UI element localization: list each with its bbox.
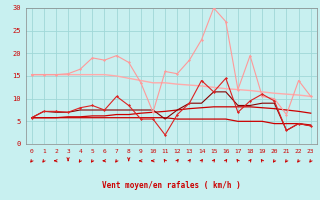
Text: Vent moyen/en rafales ( km/h ): Vent moyen/en rafales ( km/h ) [102,182,241,190]
